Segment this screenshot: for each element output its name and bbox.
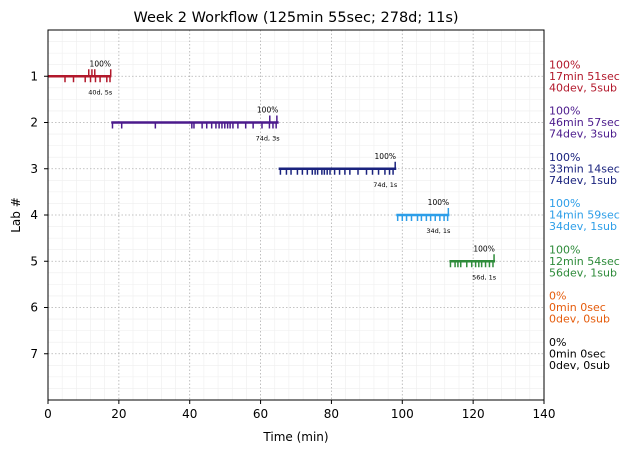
lab-counts-label: 34d, 1s: [426, 227, 451, 235]
side-label-lab-7: 0dev, 0sub: [549, 359, 610, 372]
lab-bar-2: 100% 74d, 3s: [111, 106, 280, 143]
side-label-lab-5: 12min 54sec: [549, 255, 620, 268]
x-axis-ticks: 0 20 40 60 80 100 120 140: [44, 400, 555, 421]
y-tick-label: 2: [30, 116, 38, 130]
side-label-lab-7: 0min 0sec: [549, 347, 606, 360]
side-label-lab-2: 74dev, 3sub: [549, 128, 617, 141]
side-label-lab-3: 100%: [549, 151, 580, 164]
grid: [47, 30, 545, 400]
y-tick-label: 5: [30, 254, 38, 268]
x-tick-label: 60: [253, 407, 268, 421]
lab-percent-label: 100%: [473, 244, 494, 253]
x-tick-label: 80: [324, 407, 339, 421]
x-tick-label: 0: [44, 407, 52, 421]
lab-percent-label: 100%: [90, 59, 111, 68]
side-label-lab-6: 0%: [549, 290, 566, 303]
lab-counts-label: 74d, 1s: [373, 181, 398, 189]
lab-percent-label: 100%: [428, 198, 449, 207]
side-label-lab-1: 17min 51sec: [549, 70, 620, 83]
lab-bar-5: 100% 56d, 1s: [449, 244, 497, 281]
side-label-lab-4: 34dev, 1sub: [549, 220, 617, 233]
side-label-lab-1: 40dev, 5sub: [549, 81, 617, 94]
y-tick-label: 6: [30, 301, 38, 315]
lab-percent-label: 100%: [375, 152, 396, 161]
x-tick-label: 140: [533, 407, 556, 421]
lab-bar-4: 100% 34d, 1s: [396, 198, 451, 235]
lab-bar-3: 100% 74d, 1s: [278, 152, 398, 189]
lab-counts-label: 74d, 3s: [256, 135, 281, 143]
y-tick-label: 3: [30, 162, 38, 176]
lab-bar-1: 100% 40d, 5s: [48, 59, 113, 96]
side-label-lab-1: 100%: [549, 58, 580, 71]
x-tick-label: 120: [462, 407, 485, 421]
chart-title: Week 2 Workflow (125min 55sec; 278d; 11s…: [133, 10, 458, 26]
side-label-lab-3: 74dev, 1sub: [549, 174, 617, 187]
side-label-lab-3: 33min 14sec: [549, 162, 620, 175]
y-axis-ticks: 1 2 3 4 5 6 7: [30, 69, 48, 361]
side-label-lab-2: 46min 57sec: [549, 116, 620, 129]
y-tick-label: 1: [30, 69, 38, 83]
side-label-lab-6: 0dev, 0sub: [549, 313, 610, 326]
side-label-lab-7: 0%: [549, 336, 566, 349]
side-label-lab-6: 0min 0sec: [549, 301, 606, 314]
side-label-lab-4: 14min 59sec: [549, 209, 620, 222]
side-label-lab-5: 100%: [549, 243, 580, 256]
x-tick-label: 40: [182, 407, 197, 421]
x-axis-label: Time (min): [262, 430, 328, 444]
lab-counts-label: 40d, 5s: [88, 88, 113, 96]
side-label-lab-4: 100%: [549, 197, 580, 210]
x-tick-label: 20: [111, 407, 126, 421]
lab-percent-label: 100%: [257, 106, 278, 115]
x-tick-label: 100: [391, 407, 414, 421]
lab-bars: 100% 40d, 5s 100% 74d, 3s 100% 74d, 1s 100% 34d…: [48, 59, 497, 281]
y-tick-label: 7: [30, 347, 38, 361]
y-axis-label: Lab #: [9, 197, 23, 233]
side-label-lab-5: 56dev, 1sub: [549, 266, 617, 279]
side-label-lab-2: 100%: [549, 105, 580, 118]
y-tick-label: 4: [30, 208, 38, 222]
lab-counts-label: 56d, 1s: [472, 273, 497, 281]
